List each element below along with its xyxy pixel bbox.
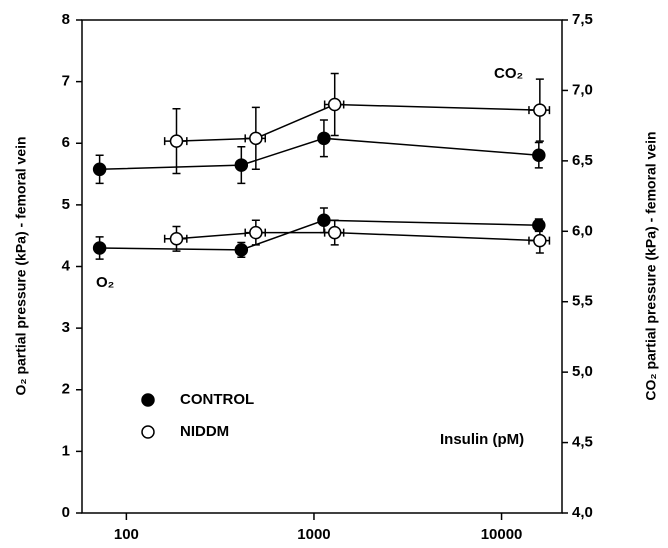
y2-tick-label: 5,5 — [572, 293, 593, 310]
legend-label: NIDDM — [180, 423, 229, 440]
y-tick-label: 4 — [62, 257, 71, 274]
y-tick-label: 6 — [62, 134, 70, 151]
marker — [234, 243, 249, 257]
marker — [169, 232, 184, 246]
annotation: CO₂ — [494, 65, 523, 82]
y-tick-label: 5 — [62, 196, 70, 213]
marker — [234, 158, 249, 172]
y2-tick-label: 7,0 — [572, 81, 593, 98]
marker — [532, 218, 546, 232]
y2-tick-label: 7,5 — [572, 11, 593, 28]
series-line — [99, 219, 539, 251]
marker — [169, 134, 184, 148]
marker — [532, 148, 546, 162]
y-tick-label: 3 — [62, 319, 70, 336]
marker — [327, 225, 342, 240]
x-tick-label: 100 — [114, 526, 139, 543]
y2-axis-label: CO₂ partial pressure (kPa) - femoral vei… — [643, 131, 659, 400]
marker — [533, 103, 547, 117]
x-tick-label: 1000 — [297, 526, 330, 543]
y2-tick-label: 4,0 — [572, 504, 593, 521]
annotation: Insulin (pM) — [440, 431, 524, 448]
marker — [249, 131, 263, 146]
marker — [533, 233, 547, 248]
legend-marker — [141, 425, 155, 439]
annotation: O₂ — [96, 274, 114, 291]
y-tick-label: 7 — [62, 73, 70, 90]
y-axis-label: O₂ partial pressure (kPa) - femoral vein — [13, 136, 29, 395]
marker — [317, 213, 331, 228]
series-line — [99, 137, 539, 171]
y2-tick-label: 5,0 — [572, 363, 593, 380]
y-tick-label: 0 — [62, 504, 70, 521]
marker — [92, 162, 107, 177]
y-tick-label: 1 — [62, 442, 70, 459]
marker — [327, 97, 342, 112]
y2-tick-label: 6,5 — [572, 152, 593, 169]
legend-marker — [141, 393, 155, 407]
y-tick-label: 2 — [62, 381, 70, 398]
series-line — [176, 231, 540, 242]
legend-label: CONTROL — [180, 391, 254, 408]
y-tick-label: 8 — [62, 11, 70, 28]
marker — [92, 241, 107, 255]
marker — [249, 225, 263, 240]
series-line — [176, 103, 540, 142]
y2-tick-label: 4,5 — [572, 434, 593, 451]
marker — [317, 131, 331, 146]
x-tick-label: 10000 — [481, 526, 523, 543]
y2-tick-label: 6,0 — [572, 222, 593, 239]
